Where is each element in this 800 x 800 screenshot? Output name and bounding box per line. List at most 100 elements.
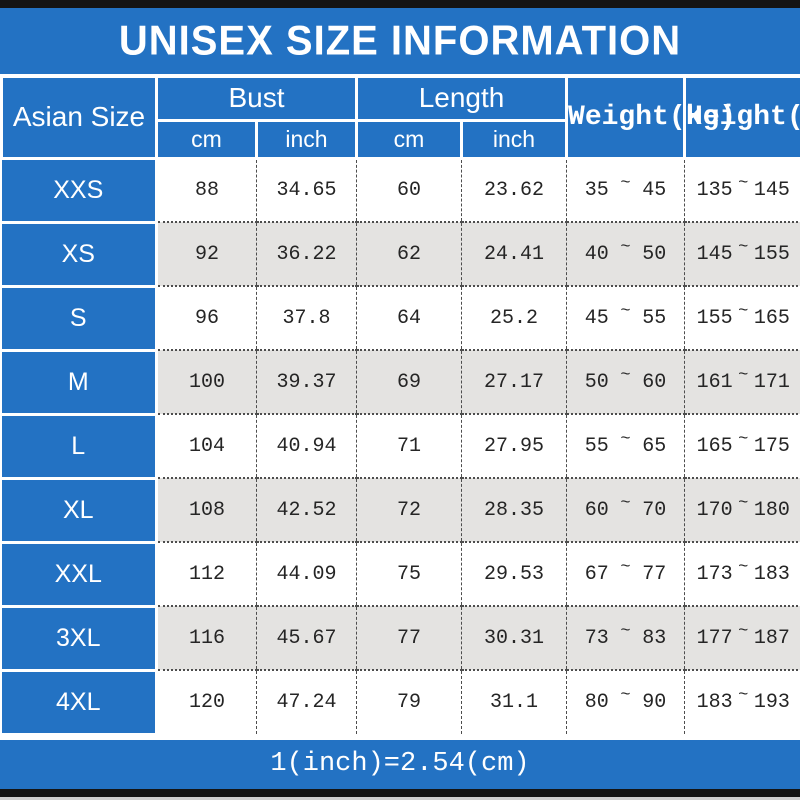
bust-inch-value: 44.09 bbox=[256, 541, 357, 606]
bust-cm-value: 116 bbox=[156, 605, 257, 670]
length-cm-value: 60 bbox=[356, 157, 462, 222]
height-range: 177 ~ 187 bbox=[684, 605, 800, 670]
weight-max: 45 bbox=[642, 178, 667, 202]
length-cm-value: 75 bbox=[356, 541, 462, 606]
weight-min: 55 bbox=[584, 434, 609, 458]
header-length-inch: inch bbox=[459, 118, 569, 160]
size-label: XXL bbox=[1, 540, 158, 608]
weight-max: 65 bbox=[642, 434, 667, 458]
weight-min: 45 bbox=[584, 306, 609, 330]
height-range: 145 ~ 155 bbox=[684, 221, 800, 286]
tilde-separator: ~ bbox=[738, 686, 749, 705]
conversion-note: 1(inch)=2.54(cm) bbox=[270, 749, 530, 779]
height-min: 170 bbox=[696, 498, 733, 522]
tilde-separator: ~ bbox=[620, 173, 631, 193]
height-max: 165 bbox=[753, 306, 790, 330]
weight-range: 67 ~ 77 bbox=[566, 541, 685, 606]
tilde-separator: ~ bbox=[738, 429, 749, 449]
weight-max: 60 bbox=[642, 370, 667, 394]
bust-cm-value: 92 bbox=[156, 221, 257, 286]
height-max: 183 bbox=[753, 562, 790, 586]
tilde-separator: ~ bbox=[738, 557, 749, 577]
tilde-separator: ~ bbox=[620, 493, 631, 513]
table-row: XXL 112 44.09 75 29.53 67 ~ 77 173 ~ 183 bbox=[1, 540, 800, 608]
height-range: 135 ~ 145 bbox=[684, 157, 800, 222]
size-label: L bbox=[1, 412, 158, 480]
tilde-separator: ~ bbox=[738, 621, 749, 641]
tilde-separator: ~ bbox=[620, 365, 631, 385]
height-range: 183 ~ 193 bbox=[684, 669, 800, 734]
table-row: S 96 37.8 64 25.2 45 ~ 55 155 ~ 165 bbox=[1, 284, 800, 352]
bust-cm-value: 104 bbox=[156, 413, 257, 478]
height-max: 171 bbox=[753, 370, 790, 394]
length-inch-value: 24.41 bbox=[460, 221, 567, 286]
size-label: M bbox=[1, 348, 158, 416]
height-min: 145 bbox=[696, 242, 733, 266]
tilde-separator: ~ bbox=[738, 301, 749, 321]
table-row: 3XL 116 45.67 77 30.31 73 ~ 83 177 ~ 187 bbox=[1, 604, 800, 672]
tilde-separator: ~ bbox=[620, 621, 631, 641]
table-row: 4XL 120 47.24 79 31.1 80 ~ 90 183 ~ 193 bbox=[1, 668, 800, 736]
length-inch-value: 23.62 bbox=[460, 157, 567, 222]
length-cm-value: 77 bbox=[356, 605, 462, 670]
header-weight: Weight(kg) bbox=[565, 74, 736, 160]
height-min: 173 bbox=[696, 562, 733, 586]
bust-inch-value: 42.52 bbox=[256, 477, 357, 542]
top-bar bbox=[0, 0, 800, 8]
weight-max: 50 bbox=[642, 242, 667, 266]
bust-cm-value: 108 bbox=[156, 477, 257, 542]
height-max: 187 bbox=[753, 626, 790, 650]
length-inch-value: 31.1 bbox=[460, 669, 567, 734]
tilde-separator: ~ bbox=[738, 493, 749, 513]
height-range: 173 ~ 183 bbox=[684, 541, 800, 606]
length-cm-value: 72 bbox=[356, 477, 462, 542]
bust-inch-value: 34.65 bbox=[256, 157, 357, 222]
size-label: XL bbox=[1, 476, 158, 544]
weight-range: 60 ~ 70 bbox=[566, 477, 685, 542]
length-cm-value: 79 bbox=[356, 669, 462, 734]
bust-inch-value: 40.94 bbox=[256, 413, 357, 478]
size-table: Asian Size Bust Length Weight(kg) Height… bbox=[0, 74, 800, 736]
tilde-separator: ~ bbox=[620, 237, 631, 257]
bust-inch-value: 47.24 bbox=[256, 669, 357, 734]
tilde-separator: ~ bbox=[620, 301, 631, 321]
footer-band: 1(inch)=2.54(cm) bbox=[0, 739, 800, 789]
weight-max: 83 bbox=[642, 626, 667, 650]
height-min: 161 bbox=[696, 370, 733, 394]
tilde-separator: ~ bbox=[738, 237, 749, 257]
tilde-separator: ~ bbox=[738, 173, 749, 193]
weight-max: 77 bbox=[642, 562, 667, 586]
size-label: 3XL bbox=[1, 604, 158, 672]
length-cm-value: 64 bbox=[356, 285, 462, 350]
weight-min: 35 bbox=[584, 178, 609, 202]
length-inch-value: 28.35 bbox=[460, 477, 567, 542]
bust-inch-value: 37.8 bbox=[256, 285, 357, 350]
weight-range: 50 ~ 60 bbox=[566, 349, 685, 414]
length-inch-value: 25.2 bbox=[460, 285, 567, 350]
bottom-bar bbox=[0, 788, 800, 797]
title-band: UNISEX SIZE INFORMATION bbox=[0, 8, 800, 74]
height-range: 155 ~ 165 bbox=[684, 285, 800, 350]
height-range: 161 ~ 171 bbox=[684, 349, 800, 414]
size-label: 4XL bbox=[1, 668, 158, 736]
bottom-sliver bbox=[0, 796, 800, 800]
weight-min: 67 bbox=[584, 562, 609, 586]
size-label: XXS bbox=[1, 156, 158, 224]
bust-cm-value: 88 bbox=[156, 157, 257, 222]
height-max: 193 bbox=[753, 691, 790, 714]
header-bust: Bust bbox=[155, 74, 358, 122]
size-label: S bbox=[1, 284, 158, 352]
length-inch-value: 29.53 bbox=[460, 541, 567, 606]
table-row: L 104 40.94 71 27.95 55 ~ 65 165 ~ 175 bbox=[1, 412, 800, 480]
table-row: M 100 39.37 69 27.17 50 ~ 60 161 ~ 171 bbox=[1, 348, 800, 416]
height-min: 177 bbox=[696, 626, 733, 650]
bust-inch-value: 36.22 bbox=[256, 221, 357, 286]
header-asian-size: Asian Size bbox=[0, 74, 158, 160]
weight-range: 73 ~ 83 bbox=[566, 605, 685, 670]
tilde-separator: ~ bbox=[620, 557, 631, 577]
height-range: 165 ~ 175 bbox=[684, 413, 800, 478]
weight-max: 70 bbox=[642, 498, 667, 522]
height-min: 155 bbox=[696, 306, 733, 330]
weight-max: 55 bbox=[642, 306, 667, 330]
